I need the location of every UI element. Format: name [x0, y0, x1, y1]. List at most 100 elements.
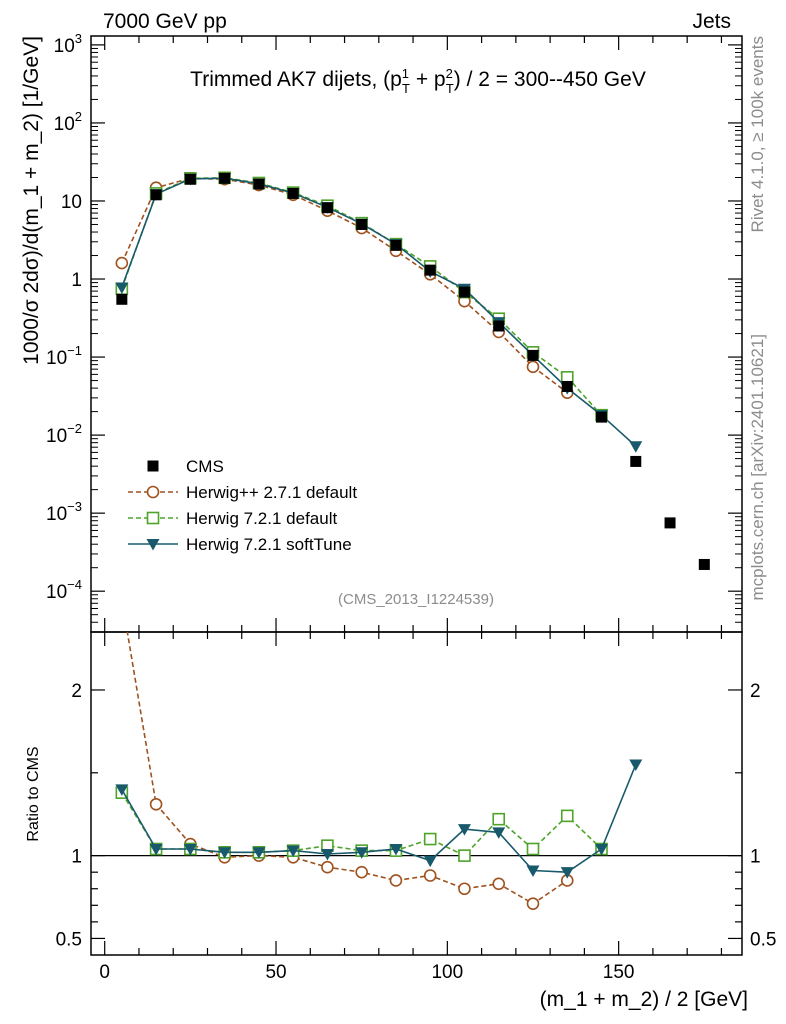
legend-label-2: Herwig 7.2.1 default [186, 509, 337, 528]
data-point-series-0 [561, 380, 573, 392]
data-point-series-3 [629, 441, 643, 453]
ratio-point-series-1 [149, 797, 163, 811]
data-point-series-0 [356, 218, 368, 230]
rivet-label: Rivet 4.1.0, ≥ 100k events [748, 36, 767, 232]
ratio-point-series-3 [560, 867, 574, 879]
ratio-point-series-1 [458, 882, 471, 896]
title-sub-2: T [446, 81, 454, 96]
data-point-series-1 [115, 256, 129, 270]
data-point-series-0 [116, 293, 128, 305]
series-line-2 [121, 176, 603, 416]
title-sub-1: T [402, 81, 410, 96]
ratio-point-series-1 [321, 860, 334, 874]
ratio-point-series-3 [252, 847, 266, 859]
main-y-tick-label: 10−2 [46, 421, 82, 447]
ratio-point-series-3 [457, 824, 471, 836]
data-point-series-0 [458, 286, 470, 298]
ratio-point-series-2 [560, 809, 574, 823]
ratio-point-series-2 [423, 832, 437, 846]
data-point-series-1 [526, 360, 540, 374]
main-y-tick-label: 10−3 [46, 499, 82, 525]
data-point-series-0 [493, 320, 505, 332]
data-point-series-0 [321, 202, 333, 214]
ratio-line-1 [126, 632, 568, 905]
ratio-point-series-3 [389, 843, 403, 856]
main-y-tick-label: 10−1 [46, 343, 82, 369]
ratio-point-series-1 [389, 874, 403, 887]
ratio-point-series-3 [595, 843, 609, 856]
ratio-point-series-1 [355, 865, 368, 879]
ratio-point-series-3 [492, 827, 506, 839]
main-y-tick-label: 102 [54, 109, 82, 135]
title-sup-2: 2 [446, 66, 453, 81]
ratio-series [115, 632, 643, 910]
ratio-y-tick-label-left: 2 [71, 681, 82, 702]
ratio-point-series-3 [355, 847, 369, 859]
ratio-point-series-3 [149, 843, 163, 856]
ratio-point-series-1 [492, 877, 506, 891]
legend-marker-0 [147, 460, 159, 472]
legend-marker-1 [146, 485, 160, 499]
data-point-series-0 [664, 517, 676, 529]
ratio-point-series-3 [629, 759, 643, 772]
ratio-point-series-3 [526, 865, 540, 878]
ratio-point-series-3 [423, 855, 437, 868]
legend-marker-2 [146, 511, 160, 525]
ratio-point-series-2 [458, 849, 471, 862]
main-y-tick-label: 1 [71, 270, 82, 291]
series-line-3 [121, 177, 637, 447]
data-point-series-0 [424, 264, 436, 276]
ratio-line-3 [121, 764, 637, 874]
legend-marker-3 [146, 539, 160, 551]
x-tick-label: 0 [99, 962, 110, 983]
main-y-tick-label: 10−4 [46, 577, 82, 603]
header-left: 7000 GeV pp [103, 10, 227, 33]
data-point-series-3 [115, 282, 129, 294]
x-tick-label: 100 [431, 962, 463, 983]
data-point-series-0 [184, 173, 196, 185]
series-line-1 [121, 177, 568, 394]
ratio-series-3 [115, 759, 643, 879]
data-point-series-0 [596, 411, 608, 423]
data-point-series-0 [287, 187, 299, 199]
x-tick-label: 150 [603, 962, 635, 983]
ratio-series-1 [126, 632, 574, 910]
ratio-y-tick-label-right: 0.5 [750, 929, 776, 950]
data-point-series-0 [390, 239, 402, 251]
data-point-series-0 [527, 349, 539, 361]
mcplots-label: mcplots.cern.ch [arXiv:2401.10621] [748, 334, 767, 600]
data-point-series-0 [253, 178, 265, 190]
ratio-point-series-2 [526, 842, 540, 856]
ratio-point-series-1 [423, 869, 437, 882]
ratio-point-series-3 [320, 848, 334, 861]
data-point-series-0 [150, 189, 162, 201]
x-axis-label: (m_1 + m_2) / 2 [GeV] [540, 988, 748, 1011]
main-y-axis-label: 1000/σ 2dσ)/d(m_1 + m_2) [1/GeV] [20, 36, 43, 365]
ratio-point-series-3 [218, 847, 232, 859]
ratio-point-series-3 [183, 843, 197, 856]
ratio-point-series-3 [286, 845, 300, 858]
ratio-y-tick-label-right: 2 [750, 681, 761, 702]
main-y-tick-label: 103 [54, 31, 82, 57]
ratio-y-axis-label: Ratio to CMS [25, 746, 42, 841]
legend: CMS Herwig++ 2.7.1 default Herwig 7.2.1 de… [128, 457, 357, 554]
ratio-point-series-1 [526, 897, 540, 910]
main-series [115, 171, 710, 570]
legend-label-0: CMS [186, 457, 224, 476]
analysis-tag: (CMS_2013_I1224539) [338, 591, 494, 608]
ratio-y-tick-label-left: 0.5 [56, 929, 82, 950]
data-point-series-0 [630, 455, 642, 467]
header-right: Jets [692, 10, 731, 33]
legend-label-3: Herwig 7.2.1 softTune [186, 535, 352, 554]
legend-label-1: Herwig++ 2.7.1 default [186, 483, 357, 502]
ratio-ticks: 0.5 0.5 1 1 2 2 0 50 100 150 [56, 632, 776, 983]
ratio-y-tick-label-right: 1 [750, 847, 761, 868]
data-point-series-0 [219, 172, 231, 184]
ratio-y-tick-label-left: 1 [71, 847, 82, 868]
title-sup-1: 1 [402, 66, 409, 81]
ratio-point-series-3 [115, 784, 129, 796]
main-y-tick-label: 10 [61, 192, 82, 213]
main-title: Trimmed AK7 dijets, (p1 T + p2 T) / 2 = 30… [190, 66, 646, 96]
